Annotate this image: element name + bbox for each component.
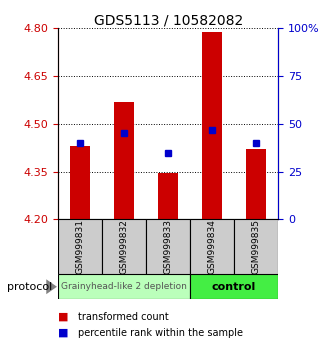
Text: control: control (212, 282, 256, 292)
Text: GSM999833: GSM999833 (164, 219, 173, 274)
Text: GSM999832: GSM999832 (120, 219, 129, 274)
Bar (58, 219, 102, 274)
Bar (70, 146, 90, 219)
Text: ■: ■ (58, 312, 69, 322)
Bar (190, 274, 278, 299)
Bar (114, 102, 134, 219)
Text: GSM999831: GSM999831 (76, 219, 85, 274)
Text: ■: ■ (58, 328, 69, 338)
Bar (190, 219, 234, 274)
Bar (202, 32, 222, 219)
Text: Grainyhead-like 2 depletion: Grainyhead-like 2 depletion (61, 282, 187, 291)
Text: GSM999834: GSM999834 (207, 219, 217, 274)
Bar (102, 219, 146, 274)
Bar (246, 149, 266, 219)
Text: transformed count: transformed count (78, 312, 169, 322)
Polygon shape (46, 279, 57, 294)
Title: GDS5113 / 10582082: GDS5113 / 10582082 (94, 13, 243, 27)
Text: percentile rank within the sample: percentile rank within the sample (78, 328, 243, 338)
Bar (146, 219, 190, 274)
Bar (234, 219, 278, 274)
Bar (58, 274, 190, 299)
Text: protocol: protocol (7, 282, 52, 292)
Text: GSM999835: GSM999835 (251, 219, 261, 274)
Bar (158, 173, 178, 219)
